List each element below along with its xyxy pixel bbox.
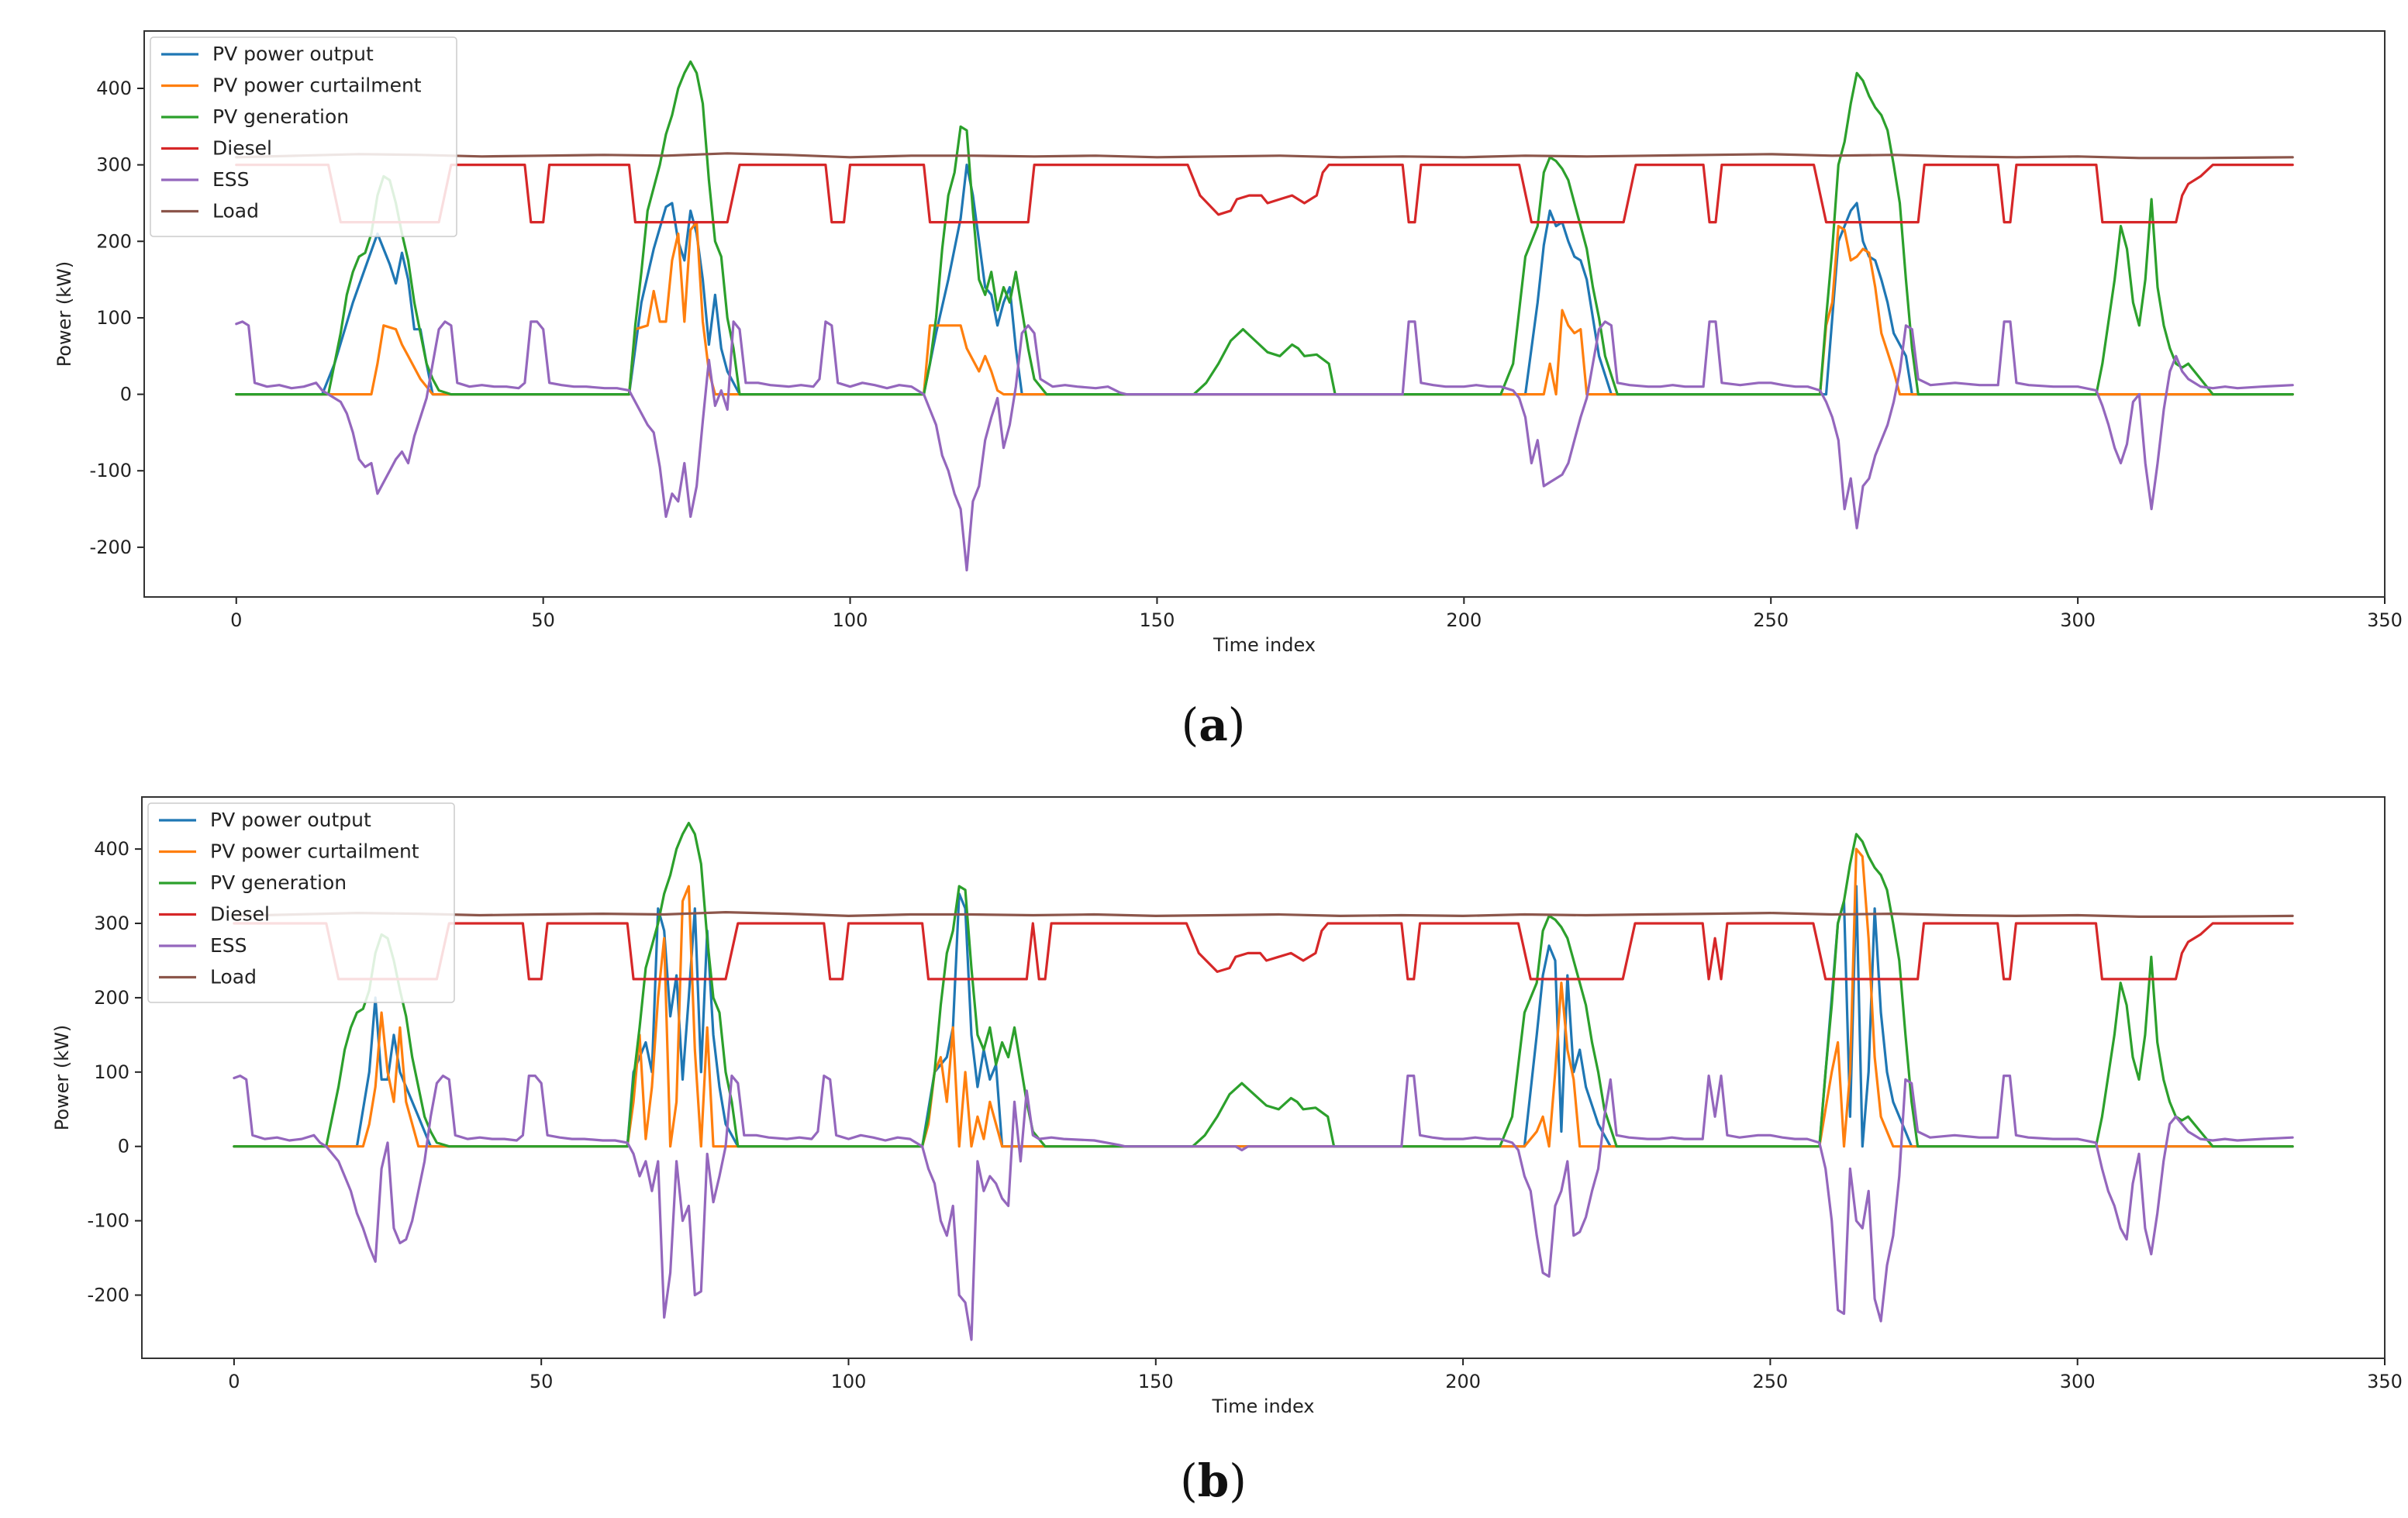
plot-area [233, 822, 2294, 1341]
y-tick-label: -100 [90, 460, 132, 481]
y-tick-label: 200 [96, 230, 132, 252]
plot-area [235, 60, 2294, 572]
legend-label: PV generation [212, 105, 349, 128]
panel-b: 0 50 100 150 200 250 300 350 -200 -100 0 100 200 300 4… [51, 796, 2403, 1507]
legend-label: PV power curtailment [212, 74, 422, 97]
series-line-diesel [235, 164, 2294, 224]
y-tick-label: 100 [96, 307, 132, 329]
panel-caption: (a) [1182, 699, 1246, 751]
y-tick-label: 100 [94, 1061, 129, 1083]
axes-frame [141, 796, 2386, 1359]
y-tick-label: 300 [96, 154, 132, 176]
series-line-ess [235, 320, 2294, 572]
caption-open-paren: ( [1180, 1454, 1198, 1507]
x-tick-label: 0 [230, 609, 242, 631]
caption-open-paren: ( [1182, 699, 1199, 751]
legend-label: PV power output [212, 43, 374, 65]
series-line-load [235, 152, 2294, 160]
legend-label: PV power curtailment [210, 840, 419, 863]
legend-label: Load [210, 966, 257, 988]
panel-caption: (b) [1180, 1454, 1247, 1507]
legend: PV power output PV power curtailment PV ge… [150, 36, 457, 237]
legend-label: Diesel [210, 903, 270, 926]
y-tick-label: -100 [88, 1210, 129, 1232]
y-axis-label: Power (kW) [53, 261, 75, 367]
series-line-pv-power-curtailment [235, 221, 2294, 396]
axes-frame [143, 30, 2386, 598]
legend-label: ESS [212, 168, 250, 191]
caption-close-paren: ) [1229, 1454, 1247, 1507]
y-tick-label: 0 [120, 384, 132, 405]
x-axis-label: Time index [1213, 634, 1316, 656]
x-tick-label: 50 [531, 609, 555, 631]
legend-label: PV power output [210, 809, 371, 831]
y-axis-label: Power (kW) [51, 1025, 73, 1131]
x-tick-label: 350 [2367, 1371, 2403, 1392]
legend-box [147, 802, 455, 1003]
x-tick-label: 200 [1446, 609, 1482, 631]
x-tick-label: 250 [1753, 609, 1789, 631]
x-tick-label: 100 [831, 1371, 867, 1392]
x-tick-label: 350 [2367, 609, 2403, 631]
x-tick-label: 150 [1138, 1371, 1174, 1392]
series-line-pv-generation [233, 822, 2294, 1148]
y-tick-label: 0 [118, 1136, 129, 1157]
x-axis-label: Time index [1211, 1396, 1314, 1417]
x-tick-label: 200 [1445, 1371, 1481, 1392]
y-tick-label: 400 [96, 78, 132, 99]
legend-label: PV generation [210, 871, 347, 894]
caption-letter: a [1199, 699, 1228, 751]
x-tick-label: 300 [2060, 609, 2096, 631]
x-tick-label: 0 [228, 1371, 240, 1392]
legend: PV power output PV power curtailment PV ge… [147, 802, 455, 1003]
y-tick-label: 300 [94, 913, 129, 934]
series-line-pv-generation [235, 60, 2294, 396]
legend-label: ESS [210, 934, 247, 957]
series-line-ess [233, 1075, 2294, 1341]
series-line-pv-power-output [233, 885, 2294, 1148]
legend-box [150, 36, 457, 237]
caption-close-paren: ) [1228, 699, 1246, 751]
legend-label: Diesel [212, 137, 272, 160]
legend-label: Load [212, 200, 259, 223]
x-tick-label: 300 [2060, 1371, 2096, 1392]
y-tick-label: -200 [90, 536, 132, 558]
x-tick-label: 50 [530, 1371, 554, 1392]
x-tick-label: 150 [1140, 609, 1175, 631]
panel-a: 0 50 100 150 200 250 300 350 -200 -100 0 100 200 300 4… [53, 30, 2403, 751]
y-tick-label: -200 [88, 1284, 129, 1306]
x-tick-label: 100 [833, 609, 868, 631]
y-tick-label: 400 [94, 838, 129, 860]
x-tick-label: 250 [1752, 1371, 1788, 1392]
series-line-load [233, 911, 2294, 918]
series-line-diesel [233, 922, 2294, 981]
y-tick-label: 200 [94, 987, 129, 1009]
caption-letter: b [1198, 1454, 1230, 1507]
